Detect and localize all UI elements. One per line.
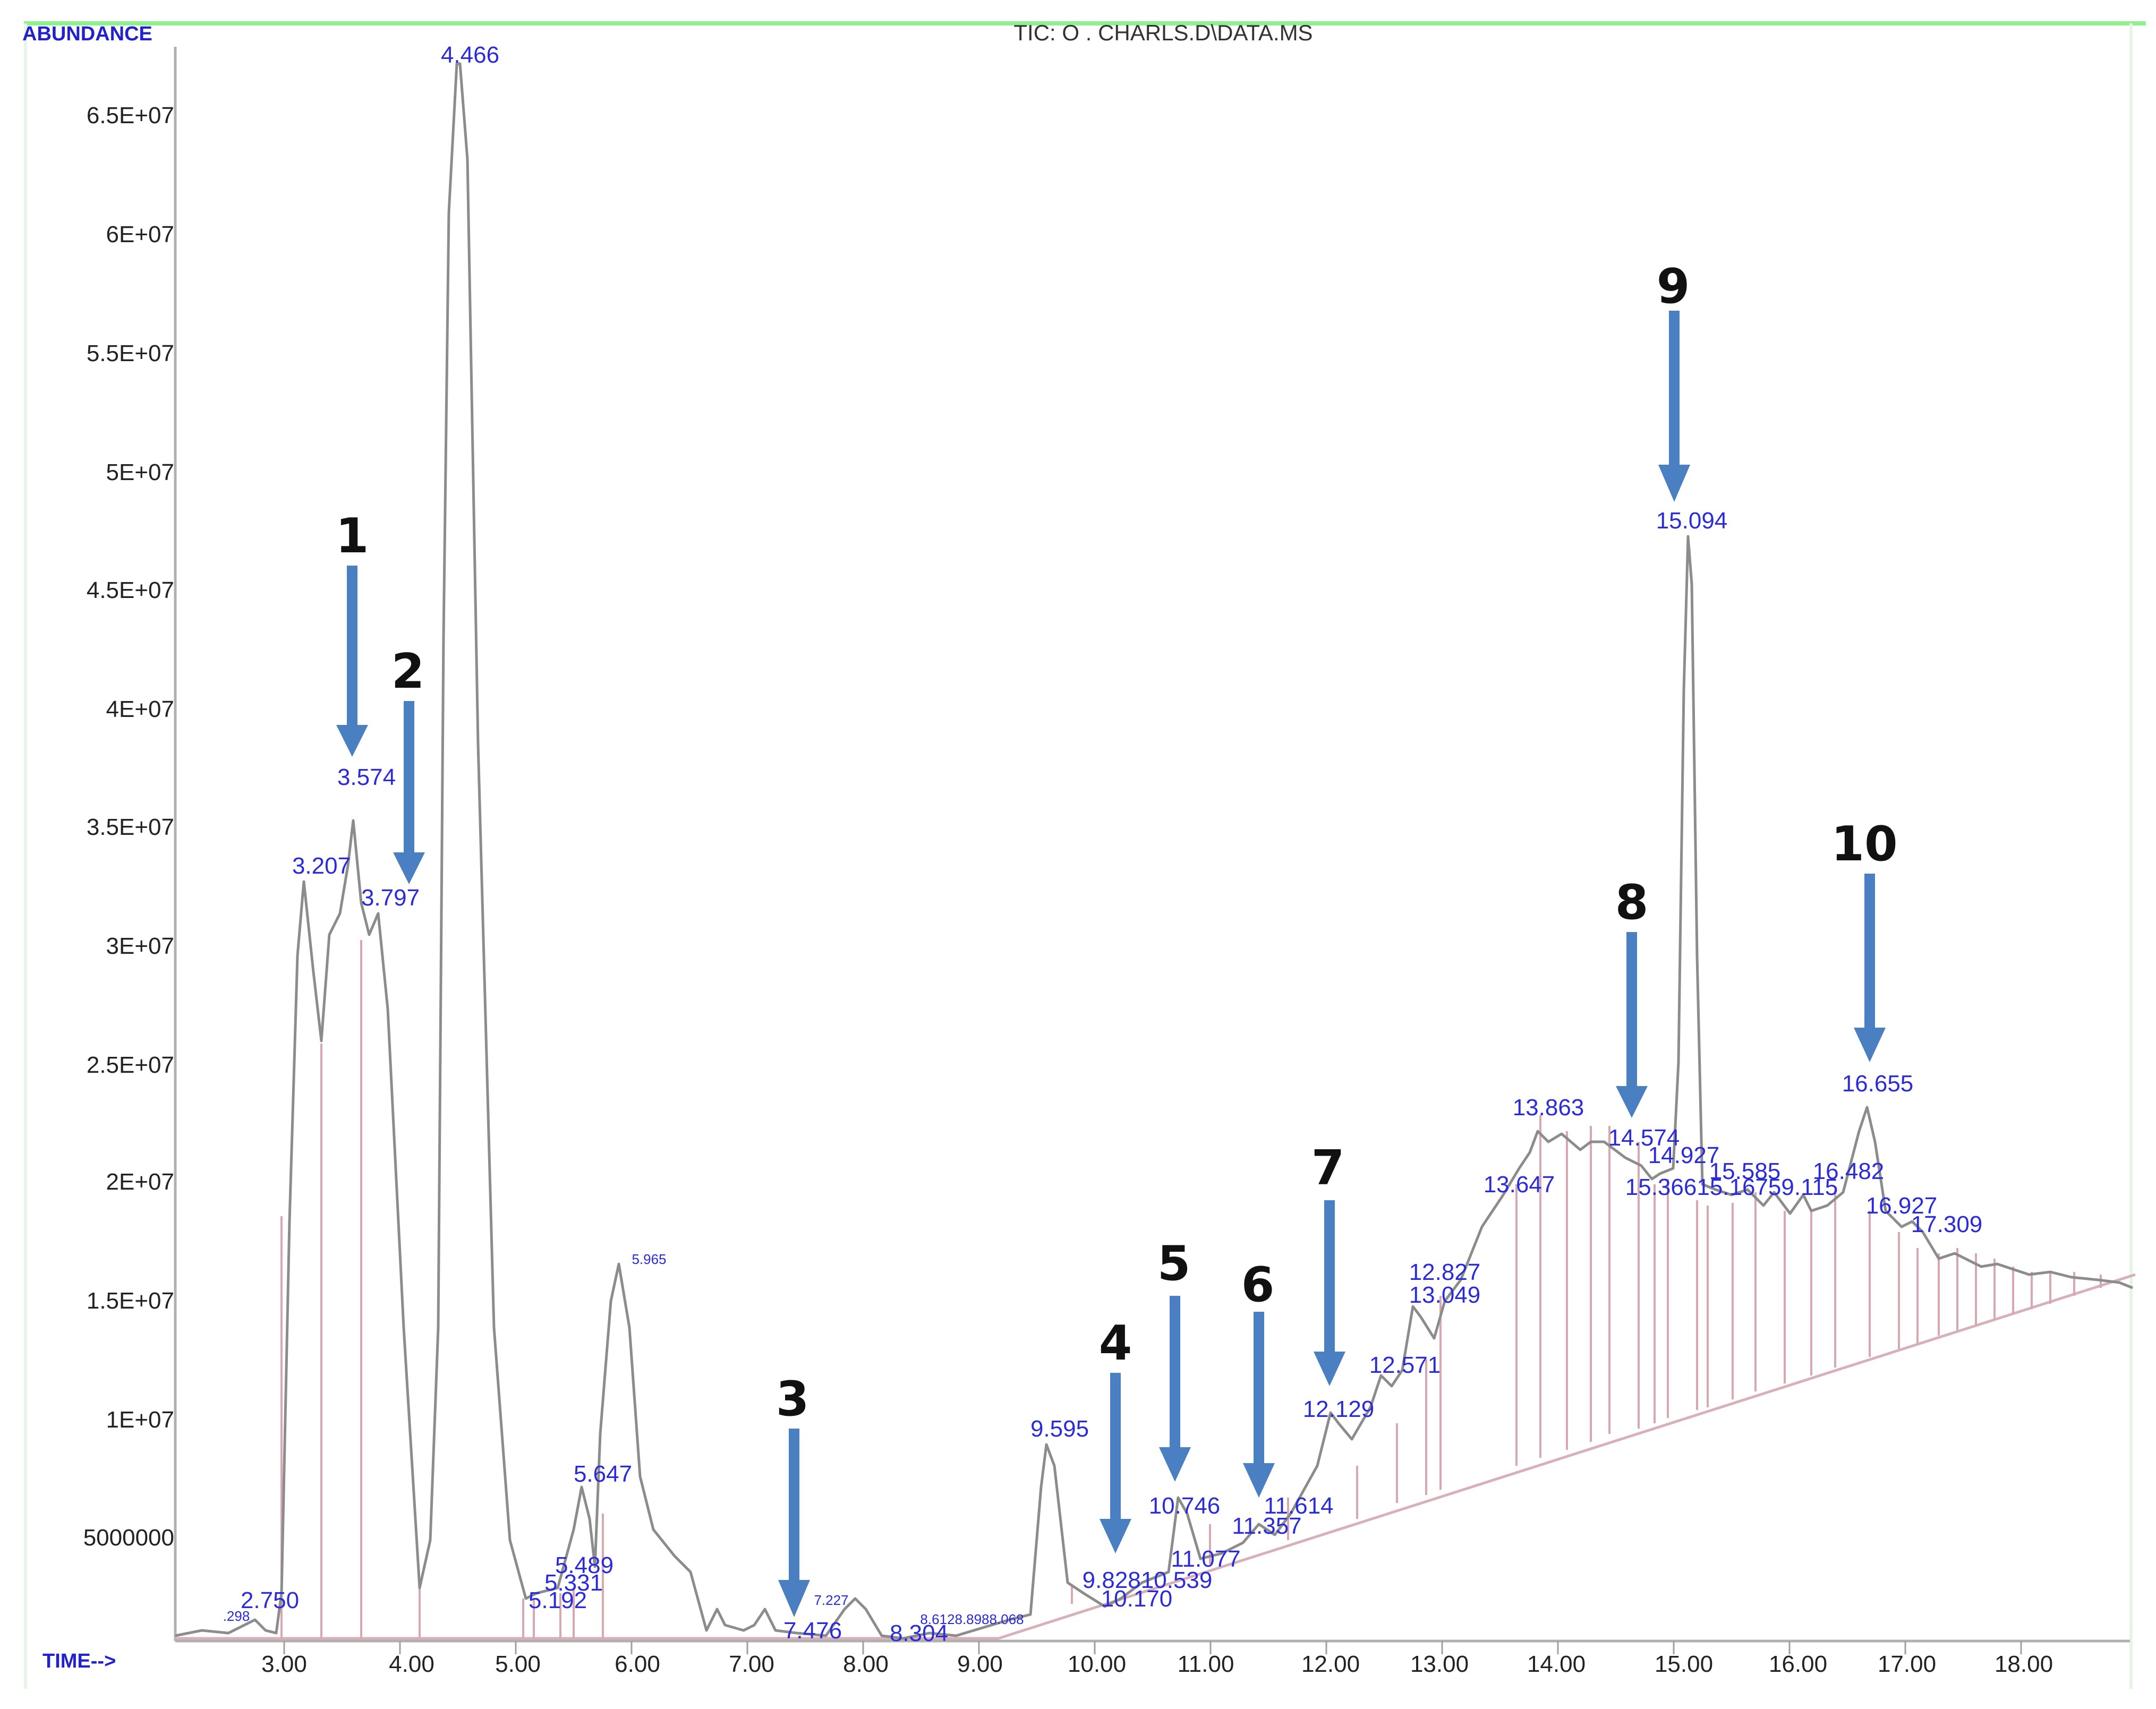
svg-text:16.482: 16.482	[1813, 1158, 1885, 1184]
svg-text:16.655: 16.655	[1842, 1071, 1914, 1097]
svg-text:13.049: 13.049	[1409, 1282, 1481, 1308]
svg-text:18.00: 18.00	[1995, 1651, 2053, 1677]
svg-text:8.6128.8988.068: 8.6128.8988.068	[920, 1611, 1024, 1627]
svg-text:6.5E+07: 6.5E+07	[87, 102, 174, 129]
svg-text:5.192: 5.192	[529, 1587, 587, 1613]
svg-text:9.595: 9.595	[1030, 1416, 1089, 1442]
arrow-down-icon	[1243, 1463, 1275, 1498]
svg-text:5.00: 5.00	[495, 1651, 541, 1677]
svg-text:3.00: 3.00	[261, 1651, 307, 1677]
svg-text:5.965: 5.965	[632, 1251, 666, 1267]
svg-text:5.331: 5.331	[544, 1570, 603, 1596]
svg-text:10.746: 10.746	[1149, 1493, 1221, 1519]
svg-text:14.00: 14.00	[1527, 1651, 1586, 1677]
svg-text:7.227: 7.227	[814, 1592, 848, 1608]
svg-text:12.129: 12.129	[1303, 1396, 1375, 1422]
svg-text:4.5E+07: 4.5E+07	[87, 577, 174, 603]
svg-text:9.00: 9.00	[957, 1651, 1003, 1677]
arrow-down-icon	[1854, 1028, 1886, 1062]
svg-text:11.357: 11.357	[1232, 1513, 1301, 1539]
svg-text:12.00: 12.00	[1301, 1651, 1360, 1677]
annotation-1: 1	[336, 508, 369, 564]
svg-text:5.5E+07: 5.5E+07	[87, 340, 174, 366]
arrow-down-icon	[1616, 1086, 1648, 1118]
svg-text:17.309: 17.309	[1911, 1211, 1983, 1237]
svg-text:17.00: 17.00	[1878, 1651, 1936, 1677]
svg-text:1.5E+07: 1.5E+07	[87, 1288, 174, 1314]
svg-text:13.00: 13.00	[1410, 1651, 1469, 1677]
arrow-down-icon	[336, 725, 368, 757]
integration-drop-lines	[280, 940, 2102, 1638]
svg-text:12.827: 12.827	[1409, 1259, 1481, 1285]
svg-text:16.00: 16.00	[1769, 1651, 1827, 1677]
arrow-down-icon	[778, 1580, 810, 1617]
y-axis-title: ABUNDANCE	[22, 23, 152, 45]
annotation-arrows: 1 2 3 4 5 6 7 8 9 10	[336, 259, 1898, 1617]
svg-text:3.5E+07: 3.5E+07	[87, 814, 174, 840]
x-axis-title: TIME-->	[42, 1650, 116, 1672]
svg-text:.298: .298	[223, 1608, 250, 1624]
svg-text:15.585: 15.585	[1709, 1158, 1781, 1184]
svg-text:4E+07: 4E+07	[106, 696, 174, 722]
svg-text:16.927: 16.927	[1866, 1193, 1938, 1219]
tic-trace	[175, 62, 2133, 1640]
svg-text:3.797: 3.797	[361, 885, 420, 911]
svg-text:10.170: 10.170	[1101, 1586, 1173, 1612]
peak-labels: 4.466 3.574 3.207 3.797 2.750 .298 5.647…	[223, 42, 1983, 1646]
arrow-down-icon	[1100, 1519, 1131, 1553]
svg-text:8.304: 8.304	[890, 1620, 948, 1646]
annotation-7: 7	[1311, 1140, 1345, 1196]
annotation-6: 6	[1241, 1257, 1275, 1313]
svg-text:12.571: 12.571	[1369, 1352, 1441, 1378]
svg-text:5.489: 5.489	[555, 1552, 613, 1578]
svg-text:8.00: 8.00	[843, 1651, 889, 1677]
svg-text:3.574: 3.574	[337, 764, 396, 790]
svg-text:7.476: 7.476	[783, 1618, 842, 1644]
svg-text:5.647: 5.647	[574, 1461, 632, 1487]
svg-text:15.094: 15.094	[1656, 508, 1728, 534]
svg-text:14.927: 14.927	[1648, 1142, 1720, 1168]
arrow-down-icon	[1658, 465, 1690, 502]
svg-text:15.36615.16759.115: 15.36615.16759.115	[1625, 1174, 1838, 1200]
svg-text:2.5E+07: 2.5E+07	[87, 1052, 174, 1078]
y-tick-labels: 5000000 1E+07 1.5E+07 2E+07 2.5E+07 3E+0…	[83, 102, 174, 1551]
svg-text:13.647: 13.647	[1484, 1172, 1555, 1198]
svg-text:6E+07: 6E+07	[106, 221, 174, 247]
svg-text:5E+07: 5E+07	[106, 459, 174, 485]
annotation-9: 9	[1657, 259, 1690, 314]
svg-text:5000000: 5000000	[83, 1525, 174, 1551]
annotation-8: 8	[1615, 875, 1649, 930]
x-ticks	[283, 1641, 2022, 1654]
svg-text:13.863: 13.863	[1513, 1095, 1584, 1121]
svg-text:3.207: 3.207	[292, 853, 351, 879]
chart-title: TIC: O . CHARLS.D\DATA.MS	[1013, 20, 1313, 45]
annotation-3: 3	[776, 1371, 809, 1427]
annotation-5: 5	[1157, 1236, 1191, 1292]
svg-text:4.00: 4.00	[389, 1651, 434, 1677]
integration-baseline-sloped	[998, 1273, 2136, 1640]
svg-text:10.00: 10.00	[1068, 1651, 1126, 1677]
annotation-2: 2	[391, 644, 425, 699]
svg-text:1E+07: 1E+07	[106, 1407, 174, 1433]
svg-text:7.00: 7.00	[729, 1651, 774, 1677]
annotation-4: 4	[1099, 1315, 1132, 1371]
svg-text:2.750: 2.750	[241, 1587, 299, 1613]
svg-text:3E+07: 3E+07	[106, 933, 174, 959]
arrow-down-icon	[393, 852, 425, 884]
svg-text:9.82810.539: 9.82810.539	[1083, 1567, 1213, 1593]
svg-text:15.00: 15.00	[1655, 1651, 1713, 1677]
svg-text:6.00: 6.00	[615, 1651, 660, 1677]
svg-text:14.574: 14.574	[1608, 1125, 1680, 1151]
annotation-10: 10	[1831, 816, 1897, 872]
arrow-down-icon	[1314, 1352, 1345, 1386]
svg-text:4.466: 4.466	[441, 42, 499, 68]
svg-text:11.00: 11.00	[1178, 1651, 1234, 1677]
svg-text:2E+07: 2E+07	[106, 1169, 174, 1195]
arrow-down-icon	[1159, 1447, 1191, 1482]
x-tick-labels: TIME--> 3.00 4.00 5.00 6.00 7.00 8.00 9.…	[42, 1650, 2053, 1677]
svg-text:11.077: 11.077	[1171, 1546, 1240, 1572]
svg-text:11.614: 11.614	[1264, 1493, 1333, 1519]
